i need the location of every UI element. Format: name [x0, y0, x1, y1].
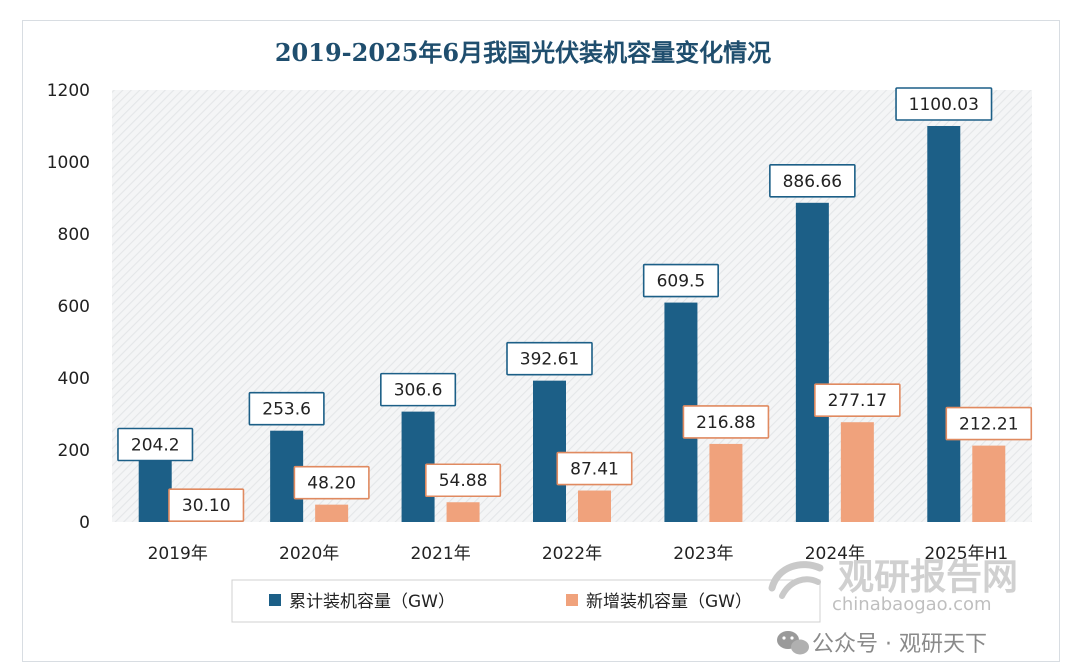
bars	[138, 125, 1006, 522]
data-label-new: 87.41	[556, 451, 633, 486]
data-label-cumulative-box	[642, 263, 719, 298]
wechat-icon	[777, 631, 809, 655]
data-label-new-text: 48.20	[307, 474, 356, 494]
data-labels: 204.2 30.10 253.6 48.20 306.6 54.88 392.61 87.4…	[117, 87, 1033, 522]
watermark-domain: chinabaogao.com	[832, 594, 992, 615]
x-tick-label: 2023年	[673, 544, 733, 564]
data-label-new: 277.17	[814, 383, 901, 418]
legend-label-cumulative: 累计装机容量（GW）	[289, 592, 455, 612]
y-tick-label: 1000	[47, 153, 90, 173]
data-label-cumulative: 392.61	[506, 341, 593, 376]
data-label-cumulative-text: 392.61	[520, 350, 579, 370]
data-label-cumulative: 1100.03	[895, 87, 993, 121]
legend-swatch-new	[566, 594, 578, 606]
x-tick-label: 2022年	[542, 544, 602, 564]
x-tick-label: 2024年	[805, 544, 865, 564]
bar-cumulative	[795, 202, 829, 522]
data-label-new: 30.10	[168, 488, 245, 522]
data-label-new-text: 212.21	[959, 415, 1018, 435]
data-label-cumulative-box	[506, 341, 593, 376]
x-tick-label: 2020年	[279, 544, 339, 564]
watermark-account: 公众号 · 观研天下	[812, 632, 987, 657]
legend-label-new: 新增装机容量（GW）	[586, 592, 752, 612]
data-label-new-box	[814, 383, 901, 418]
data-label-new-box	[945, 406, 1033, 441]
y-tick-label: 1200	[47, 81, 90, 101]
data-label-cumulative: 609.5	[642, 263, 719, 298]
x-tick-label: 2021年	[410, 544, 470, 564]
y-tick-label: 400	[58, 369, 90, 389]
y-tick-label: 0	[79, 513, 90, 533]
bar-new	[972, 445, 1006, 522]
watermark: 观研报告网 chinabaogao.com 公众号 · 观研天下	[768, 557, 1018, 657]
bar-cumulative	[533, 380, 566, 522]
bar-new	[840, 422, 874, 522]
legend: 累计装机容量（GW） 新增装机容量（GW）	[231, 579, 821, 623]
data-label-cumulative-text: 886.66	[783, 172, 842, 192]
y-axis: 0 200 400 600 800 1000 1200	[47, 81, 90, 533]
data-label-cumulative-text: 204.2	[131, 435, 180, 455]
data-label-new: 216.88	[682, 405, 770, 439]
data-label-cumulative-text: 609.5	[657, 272, 706, 292]
data-label-new: 48.20	[293, 465, 370, 500]
data-label-new-text: 54.88	[439, 471, 488, 491]
data-label-cumulative-box	[380, 372, 457, 407]
data-label-cumulative-box	[895, 87, 993, 121]
bar-cumulative	[927, 125, 961, 522]
data-label-cumulative-box	[769, 164, 856, 198]
data-label-cumulative-box	[117, 427, 194, 462]
x-tick-label: 2019年	[148, 544, 208, 564]
legend-swatch-cumulative	[269, 594, 281, 606]
data-label-cumulative-text: 1100.03	[909, 95, 979, 115]
watermark-logo	[768, 561, 824, 599]
bar-new	[315, 504, 349, 522]
data-label-new-box	[293, 465, 370, 500]
data-label-new-text: 216.88	[696, 413, 755, 433]
data-label-cumulative-text: 253.6	[262, 400, 311, 420]
y-tick-label: 200	[58, 441, 90, 461]
data-label-new: 212.21	[945, 406, 1033, 441]
data-label-new-text: 277.17	[828, 391, 887, 411]
plot-area	[112, 90, 1032, 522]
x-tick-label: 2025年H1	[924, 544, 1008, 564]
watermark-brand: 观研报告网	[838, 557, 1018, 598]
y-tick-label: 800	[58, 225, 90, 245]
data-label-new-box	[168, 488, 245, 522]
data-label-new: 54.88	[425, 463, 502, 498]
data-label-cumulative-text: 306.6	[394, 381, 443, 401]
y-tick-label: 600	[58, 297, 90, 317]
data-label-new-text: 30.10	[182, 496, 231, 516]
data-label-new-box	[682, 405, 770, 439]
data-label-new-text: 87.41	[570, 460, 619, 480]
data-label-cumulative-box	[248, 391, 325, 426]
data-label-new-box	[556, 451, 633, 486]
data-label-cumulative: 306.6	[380, 372, 457, 407]
bar-new	[578, 490, 611, 522]
data-label-new-box	[425, 463, 502, 498]
bar-new	[446, 502, 480, 522]
data-label-cumulative: 886.66	[769, 164, 856, 198]
chart-title: 2019-2025年6月我国光伏装机容量变化情况	[275, 38, 771, 67]
data-label-cumulative: 253.6	[248, 391, 325, 426]
bar-new	[709, 443, 743, 522]
x-axis: 2019年 2020年 2021年 2022年 2023年 2024年 2025年H1	[148, 544, 1009, 564]
data-label-cumulative: 204.2	[117, 427, 194, 462]
